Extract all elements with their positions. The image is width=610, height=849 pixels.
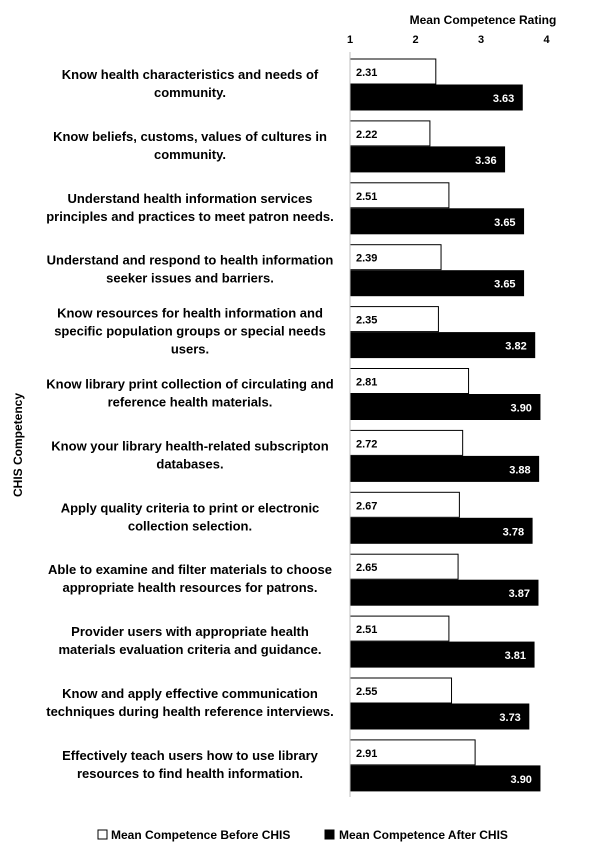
legend-swatch-after [324, 829, 335, 840]
bar-before [349, 429, 464, 456]
y-axis-title: CHIS Competency [11, 393, 25, 497]
data-label-before: 2.91 [356, 748, 377, 760]
data-label-before: 2.39 [356, 253, 377, 265]
x-tick-label: 1 [347, 34, 353, 46]
x-tick-label: 3 [478, 34, 484, 46]
data-label-after: 3.36 [475, 155, 496, 167]
category-label: Able to examine and filter materials to … [48, 562, 332, 595]
data-label-after: 3.90 [511, 774, 532, 786]
bar-after [349, 703, 530, 730]
data-label-before: 2.35 [356, 315, 377, 327]
category-label: Know health characteristics and needs of… [62, 67, 319, 100]
legend-swatch-before [97, 829, 108, 840]
data-label-after: 3.87 [509, 588, 530, 600]
data-label-after: 3.73 [499, 712, 520, 724]
data-label-after: 3.88 [509, 464, 530, 476]
bar-after [349, 394, 541, 420]
data-label-before: 2.31 [356, 67, 377, 79]
data-label-before: 2.67 [356, 500, 377, 512]
category-label: Provider users with appropriate health ma… [59, 624, 322, 657]
data-label-before: 2.65 [356, 562, 377, 574]
bar-before [349, 244, 442, 271]
category-label: Know resources for health information an… [54, 306, 326, 357]
x-axis-title: Mean Competence Rating [410, 13, 557, 27]
data-label-after: 3.65 [494, 217, 515, 229]
category-label: Understand health information services pr… [46, 191, 334, 224]
data-label-after: 3.90 [511, 403, 532, 415]
category-label: Understand and respond to health informa… [47, 253, 334, 286]
bar-after [349, 146, 506, 173]
data-label-after: 3.78 [503, 526, 524, 538]
data-label-before: 2.81 [356, 377, 377, 389]
bar-before [349, 120, 431, 147]
category-label: Know and apply effective communication te… [46, 686, 334, 719]
bar-after [349, 84, 523, 111]
bar-after [349, 641, 535, 668]
bar-after [349, 455, 540, 482]
data-label-after: 3.82 [505, 341, 526, 353]
bar-after [349, 332, 536, 359]
bar-before [349, 677, 453, 704]
bar-before [349, 491, 460, 518]
legend-label-after: Mean Competence After CHIS [339, 828, 508, 842]
category-label: Effectively teach users how to use libra… [62, 748, 319, 781]
bars: 2.31 3.63 2.22 3.36 2.51 3.65 2.39 3.65 2.35 3.82… [349, 58, 541, 792]
data-label-before: 2.51 [356, 624, 377, 636]
data-label-before: 2.51 [356, 191, 377, 203]
category-label: Apply quality criteria to print or elect… [61, 500, 320, 533]
x-tick-label: 2 [413, 34, 419, 46]
x-tick-label: 4 [544, 34, 551, 46]
legend-label-before: Mean Competence Before CHIS [111, 828, 290, 842]
legend: Mean Competence Before CHIS Mean Compete… [97, 828, 508, 842]
x-axis-ticks: 12345 [347, 34, 551, 46]
data-label-before: 2.22 [356, 129, 377, 141]
bar-before [349, 615, 450, 642]
category-label: Know your library health-related subscri… [51, 438, 328, 471]
bar-before [349, 368, 470, 394]
data-label-before: 2.72 [356, 438, 377, 450]
data-label-after: 3.81 [505, 650, 526, 662]
category-label: Know beliefs, customs, values of culture… [53, 129, 327, 162]
bar-before [349, 182, 450, 209]
category-label: Know library print collection of circula… [46, 377, 334, 410]
category-labels: Know health characteristics and needs of… [46, 67, 334, 781]
data-label-after: 3.65 [494, 279, 515, 291]
bar-before [349, 739, 476, 766]
data-label-after: 3.63 [493, 93, 514, 105]
data-label-before: 2.55 [356, 686, 377, 698]
